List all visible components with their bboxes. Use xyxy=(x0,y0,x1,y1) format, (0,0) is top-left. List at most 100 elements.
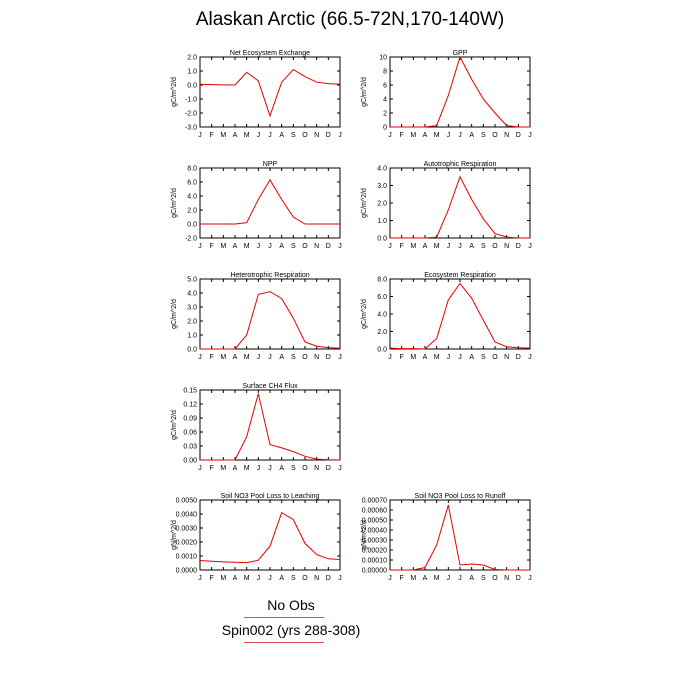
x-tick-label: O xyxy=(302,465,308,472)
chart-title: Net Ecosystem Exchange xyxy=(230,50,310,57)
x-tick-label: J xyxy=(198,354,202,361)
y-tick-label: 8 xyxy=(383,69,387,76)
x-tick-label: O xyxy=(302,243,308,250)
chart-title: Autotrophic Respiration xyxy=(424,161,497,168)
x-tick-label: F xyxy=(210,243,214,250)
y-axis-label: gC/m^2/d xyxy=(171,188,178,218)
x-tick-label: O xyxy=(492,243,498,250)
x-tick-label: J xyxy=(388,354,392,361)
x-tick-label: A xyxy=(423,575,428,582)
x-tick-label: F xyxy=(210,132,214,139)
y-tick-label: 0.00050 xyxy=(362,518,387,525)
x-tick-label: A xyxy=(469,132,474,139)
chart-title: Surface CH4 Flux xyxy=(242,383,298,390)
x-tick-label: J xyxy=(268,575,272,582)
x-tick-label: J xyxy=(447,243,451,250)
y-tick-label: 4 xyxy=(383,97,387,104)
x-tick-label: F xyxy=(210,354,214,361)
y-tick-label: 2.0 xyxy=(377,329,387,336)
y-tick-label: 0.0 xyxy=(377,347,387,354)
y-tick-label: 0.0020 xyxy=(176,540,198,547)
y-tick-label: 0.0040 xyxy=(176,512,198,519)
x-tick-label: F xyxy=(210,465,214,472)
y-tick-label: 1.0 xyxy=(187,333,197,340)
x-tick-label: M xyxy=(244,575,250,582)
chart-panel-7: Soil NO3 Pool Loss to Leaching 0.0050 0.00… xyxy=(171,493,342,582)
chart-panel-4: Heterotrophic Respiration 5.0 4.0 3.0 2.0 1.0… xyxy=(171,272,342,361)
x-tick-label: M xyxy=(220,575,226,582)
x-tick-label: J xyxy=(198,132,202,139)
plot-frame xyxy=(389,499,531,571)
x-tick-label: F xyxy=(400,243,404,250)
x-tick-label: J xyxy=(268,243,272,250)
y-tick-label: 4.0 xyxy=(377,312,387,319)
x-tick-label: O xyxy=(492,354,498,361)
plot-frame xyxy=(199,389,341,461)
x-tick-label: A xyxy=(279,243,284,250)
y-tick-label: 2.0 xyxy=(377,201,387,208)
x-tick-label: J xyxy=(388,132,392,139)
y-tick-label: 0.09 xyxy=(183,416,197,423)
y-axis-label: gN/m^2/d xyxy=(361,520,368,550)
x-tick-label: S xyxy=(481,243,486,250)
page-title: Alaskan Arctic (66.5-72N,170-140W) xyxy=(195,9,505,30)
x-tick-label: A xyxy=(279,465,284,472)
x-tick-label: S xyxy=(481,132,486,139)
x-tick-label: S xyxy=(481,354,486,361)
chart-title: Soil NO3 Pool Loss to Runoff xyxy=(415,493,506,500)
x-tick-label: A xyxy=(423,243,428,250)
x-tick-label: N xyxy=(504,132,509,139)
y-tick-label: 0.0 xyxy=(187,222,197,229)
y-axis-label: gN/m^2/d xyxy=(171,520,178,550)
series-line xyxy=(199,68,341,118)
x-tick-label: M xyxy=(410,132,416,139)
plot-frame xyxy=(199,499,341,571)
y-axis-label: gC/m^2/d xyxy=(361,188,368,218)
y-tick-label: -2.0 xyxy=(185,236,197,243)
plot-frame xyxy=(389,56,531,128)
y-axis-label: gC/m^2/d xyxy=(361,77,368,107)
plot-frame xyxy=(199,167,341,239)
y-tick-label: 3.0 xyxy=(187,305,197,312)
x-tick-label: M xyxy=(244,132,250,139)
x-tick-label: M xyxy=(244,465,250,472)
y-tick-label: -3.0 xyxy=(185,125,197,132)
y-tick-label: 0.00070 xyxy=(362,498,387,505)
x-tick-label: F xyxy=(400,575,404,582)
x-tick-label: J xyxy=(528,354,532,361)
x-tick-label: F xyxy=(400,354,404,361)
y-tick-label: 0.12 xyxy=(183,402,197,409)
x-tick-label: O xyxy=(492,575,498,582)
x-tick-label: M xyxy=(244,243,250,250)
x-tick-label: D xyxy=(516,354,521,361)
y-tick-label: 1.0 xyxy=(187,69,197,76)
y-tick-label: 8.0 xyxy=(377,277,387,284)
x-tick-label: M xyxy=(434,575,440,582)
x-tick-label: J xyxy=(198,243,202,250)
x-tick-label: M xyxy=(244,354,250,361)
x-tick-label: F xyxy=(400,132,404,139)
x-tick-label: J xyxy=(338,465,342,472)
y-tick-label: 0.0000 xyxy=(176,568,198,575)
x-tick-label: D xyxy=(326,465,331,472)
x-tick-label: J xyxy=(447,354,451,361)
x-tick-label: N xyxy=(314,243,319,250)
y-tick-label: 1.0 xyxy=(377,218,387,225)
series-line xyxy=(199,511,341,564)
x-tick-label: D xyxy=(326,132,331,139)
x-tick-label: J xyxy=(447,132,451,139)
chart-panel-3: Autotrophic Respiration 4.0 3.0 2.0 1.0 0.0 gC… xyxy=(361,161,532,250)
x-tick-label: N xyxy=(314,354,319,361)
x-tick-label: D xyxy=(516,132,521,139)
chart-panel-8: Soil NO3 Pool Loss to Runoff 0.00070 0.000… xyxy=(361,493,532,582)
y-tick-label: 6 xyxy=(383,83,387,90)
chart-panel-6: Surface CH4 Flux 0.15 0.12 0.09 0.06 0.03 0.00… xyxy=(171,383,342,472)
x-tick-label: J xyxy=(528,243,532,250)
y-tick-label: 4.0 xyxy=(187,194,197,201)
y-tick-label: 0.00000 xyxy=(362,568,387,575)
y-tick-label: 2.0 xyxy=(187,55,197,62)
chart-title: Ecosystem Respiration xyxy=(424,272,496,279)
x-tick-label: S xyxy=(291,243,296,250)
x-tick-label: D xyxy=(326,243,331,250)
